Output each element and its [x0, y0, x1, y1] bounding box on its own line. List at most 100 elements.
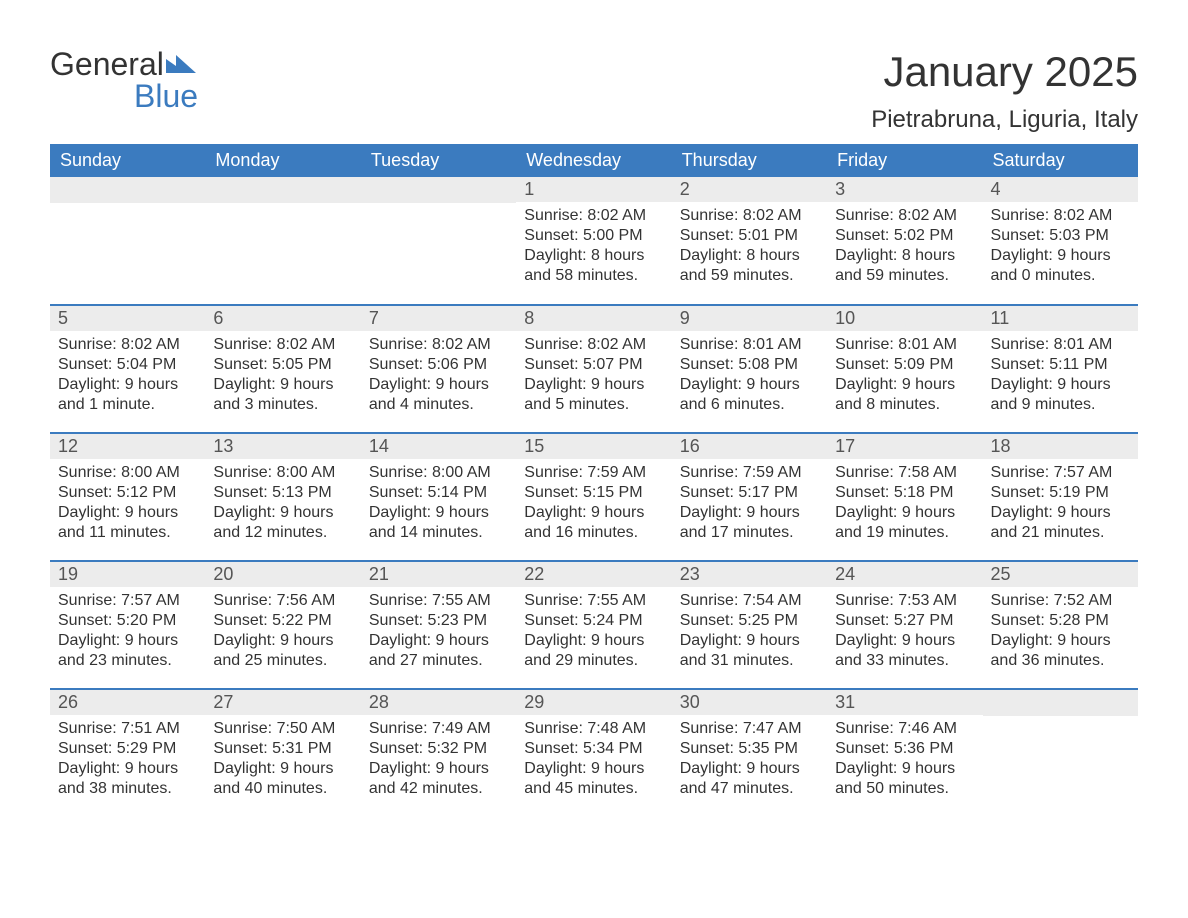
daylight-line: Daylight: 9 hours and 23 minutes.	[58, 631, 197, 671]
sunrise-line: Sunrise: 7:59 AM	[524, 463, 663, 483]
day-cell: 3 Sunrise: 8:02 AMSunset: 5:02 PMDaylight…	[827, 177, 982, 305]
sunrise-line: Sunrise: 7:53 AM	[835, 591, 974, 611]
sunrise-line: Sunrise: 8:02 AM	[369, 335, 508, 355]
daylight-line: Daylight: 9 hours and 4 minutes.	[369, 375, 508, 415]
daylight-value: 9 hours and 21 minutes.	[991, 504, 1111, 541]
day-cell: 29Sunrise: 7:48 AMSunset: 5:34 PMDayligh…	[516, 689, 671, 817]
daylight-line: Daylight: 9 hours and 33 minutes.	[835, 631, 974, 671]
daylight-line: Daylight: 8 hours and 58 minutes.	[524, 246, 663, 286]
day-cell: 19Sunrise: 7:57 AMSunset: 5:20 PMDayligh…	[50, 561, 205, 689]
sunset-value: 5:09 PM	[894, 356, 954, 373]
day-cell: 2Sunrise: 8:02 AMSunset: 5:01 PMDaylight…	[672, 177, 827, 305]
daylight-value: 8 hours and 59 minutes.	[680, 247, 800, 284]
sunrise-value: 8:01 AM	[898, 336, 957, 353]
day-cell: 16Sunrise: 7:59 AMSunset: 5:17 PMDayligh…	[672, 433, 827, 561]
daylight-value: 8 hours and 58 minutes.	[524, 247, 644, 284]
daylight-line: Daylight: 9 hours and 40 minutes.	[213, 759, 352, 799]
daylight-value: 9 hours and 33 minutes.	[835, 632, 955, 669]
sunset-line: Sunset: 5:20 PM	[58, 611, 197, 631]
day-body: Sunrise: 8:01 AMSunset: 5:09 PMDaylight:…	[827, 331, 982, 421]
day-number: 7	[361, 306, 516, 331]
sunset-value: 5:36 PM	[894, 740, 954, 757]
day-number: 3	[827, 177, 982, 202]
sunrise-value: 8:00 AM	[277, 464, 336, 481]
sunset-line: Sunset: 5:11 PM	[991, 355, 1130, 375]
day-body: Sunrise: 7:56 AMSunset: 5:22 PMDaylight:…	[205, 587, 360, 677]
daylight-value: 9 hours and 4 minutes.	[369, 376, 489, 413]
col-thursday: Thursday	[672, 144, 827, 177]
day-cell	[361, 177, 516, 305]
sunrise-line: Sunrise: 8:02 AM	[991, 206, 1130, 226]
sunrise-line: Sunrise: 7:57 AM	[58, 591, 197, 611]
sunset-value: 5:22 PM	[272, 612, 332, 629]
daylight-line: Daylight: 9 hours and 17 minutes.	[680, 503, 819, 543]
day-cell: 18Sunrise: 7:57 AMSunset: 5:19 PMDayligh…	[983, 433, 1138, 561]
sunset-value: 5:18 PM	[894, 484, 954, 501]
sunset-line: Sunset: 5:08 PM	[680, 355, 819, 375]
day-body: Sunrise: 8:02 AMSunset: 5:05 PMDaylight:…	[205, 331, 360, 421]
day-number: 11	[983, 306, 1138, 331]
sunset-value: 5:11 PM	[1049, 356, 1107, 373]
day-body: Sunrise: 7:51 AMSunset: 5:29 PMDaylight:…	[50, 715, 205, 805]
sunrise-line: Sunrise: 7:57 AM	[991, 463, 1130, 483]
day-cell: 26Sunrise: 7:51 AMSunset: 5:29 PMDayligh…	[50, 689, 205, 817]
sunset-value: 5:25 PM	[738, 612, 798, 629]
sunrise-value: 7:57 AM	[121, 592, 180, 609]
sunset-line: Sunset: 5:24 PM	[524, 611, 663, 631]
title-block: January 2025 Pietrabruna, Liguria, Italy	[871, 48, 1138, 134]
week-row: 1Sunrise: 8:02 AMSunset: 5:00 PMDaylight…	[50, 177, 1138, 305]
week-row: 26Sunrise: 7:51 AMSunset: 5:29 PMDayligh…	[50, 689, 1138, 817]
daylight-line: Daylight: 8 hours and 59 minutes.	[835, 246, 974, 286]
sunrise-value: 8:01 AM	[1054, 336, 1113, 353]
sunrise-line: Sunrise: 8:02 AM	[835, 206, 974, 226]
day-number: 30	[672, 690, 827, 715]
day-number: 15	[516, 434, 671, 459]
daylight-value: 9 hours and 40 minutes.	[213, 760, 333, 797]
day-number: 23	[672, 562, 827, 587]
day-body: Sunrise: 7:47 AMSunset: 5:35 PMDaylight:…	[672, 715, 827, 805]
daylight-line: Daylight: 9 hours and 3 minutes.	[213, 375, 352, 415]
daylight-line: Daylight: 9 hours and 38 minutes.	[58, 759, 197, 799]
daylight-line: Daylight: 9 hours and 11 minutes.	[58, 503, 197, 543]
sunrise-value: 7:47 AM	[743, 720, 802, 737]
sunset-value: 5:19 PM	[1049, 484, 1109, 501]
day-number: 22	[516, 562, 671, 587]
day-number	[361, 177, 516, 203]
sunset-line: Sunset: 5:14 PM	[369, 483, 508, 503]
sunset-line: Sunset: 5:09 PM	[835, 355, 974, 375]
sunset-line: Sunset: 5:02 PM	[835, 226, 974, 246]
sunset-value: 5:29 PM	[117, 740, 177, 757]
sunset-value: 5:20 PM	[117, 612, 177, 629]
sunrise-value: 8:02 AM	[587, 207, 646, 224]
day-cell: 13Sunrise: 8:00 AMSunset: 5:13 PMDayligh…	[205, 433, 360, 561]
sunrise-line: Sunrise: 7:50 AM	[213, 719, 352, 739]
day-number: 18	[983, 434, 1138, 459]
day-body: Sunrise: 8:02 AMSunset: 5:06 PMDaylight:…	[361, 331, 516, 421]
sunrise-value: 8:02 AM	[587, 336, 646, 353]
sunset-value: 5:14 PM	[428, 484, 488, 501]
daylight-value: 9 hours and 31 minutes.	[680, 632, 800, 669]
daylight-value: 9 hours and 29 minutes.	[524, 632, 644, 669]
day-cell	[205, 177, 360, 305]
day-number: 31	[827, 690, 982, 715]
header: General Blue January 2025 Pietrabruna, L…	[50, 48, 1138, 134]
sunset-line: Sunset: 5:23 PM	[369, 611, 508, 631]
day-body: Sunrise: 7:50 AMSunset: 5:31 PMDaylight:…	[205, 715, 360, 805]
sunset-line: Sunset: 5:00 PM	[524, 226, 663, 246]
sunset-value: 5:08 PM	[738, 356, 798, 373]
day-body: Sunrise: 7:58 AMSunset: 5:18 PMDaylight:…	[827, 459, 982, 549]
day-number: 9	[672, 306, 827, 331]
sunrise-value: 7:53 AM	[898, 592, 957, 609]
sunset-line: Sunset: 5:03 PM	[991, 226, 1130, 246]
daylight-value: 9 hours and 8 minutes.	[835, 376, 955, 413]
sunset-value: 5:06 PM	[428, 356, 488, 373]
day-cell: 7Sunrise: 8:02 AMSunset: 5:06 PMDaylight…	[361, 305, 516, 433]
daylight-value: 9 hours and 47 minutes.	[680, 760, 800, 797]
sunset-value: 5:35 PM	[738, 740, 798, 757]
logo-text: General Blue	[50, 48, 198, 112]
sunset-value: 5:24 PM	[583, 612, 643, 629]
col-wednesday: Wednesday	[516, 144, 671, 177]
day-number: 29	[516, 690, 671, 715]
daylight-value: 9 hours and 5 minutes.	[524, 376, 644, 413]
sunset-line: Sunset: 5:34 PM	[524, 739, 663, 759]
